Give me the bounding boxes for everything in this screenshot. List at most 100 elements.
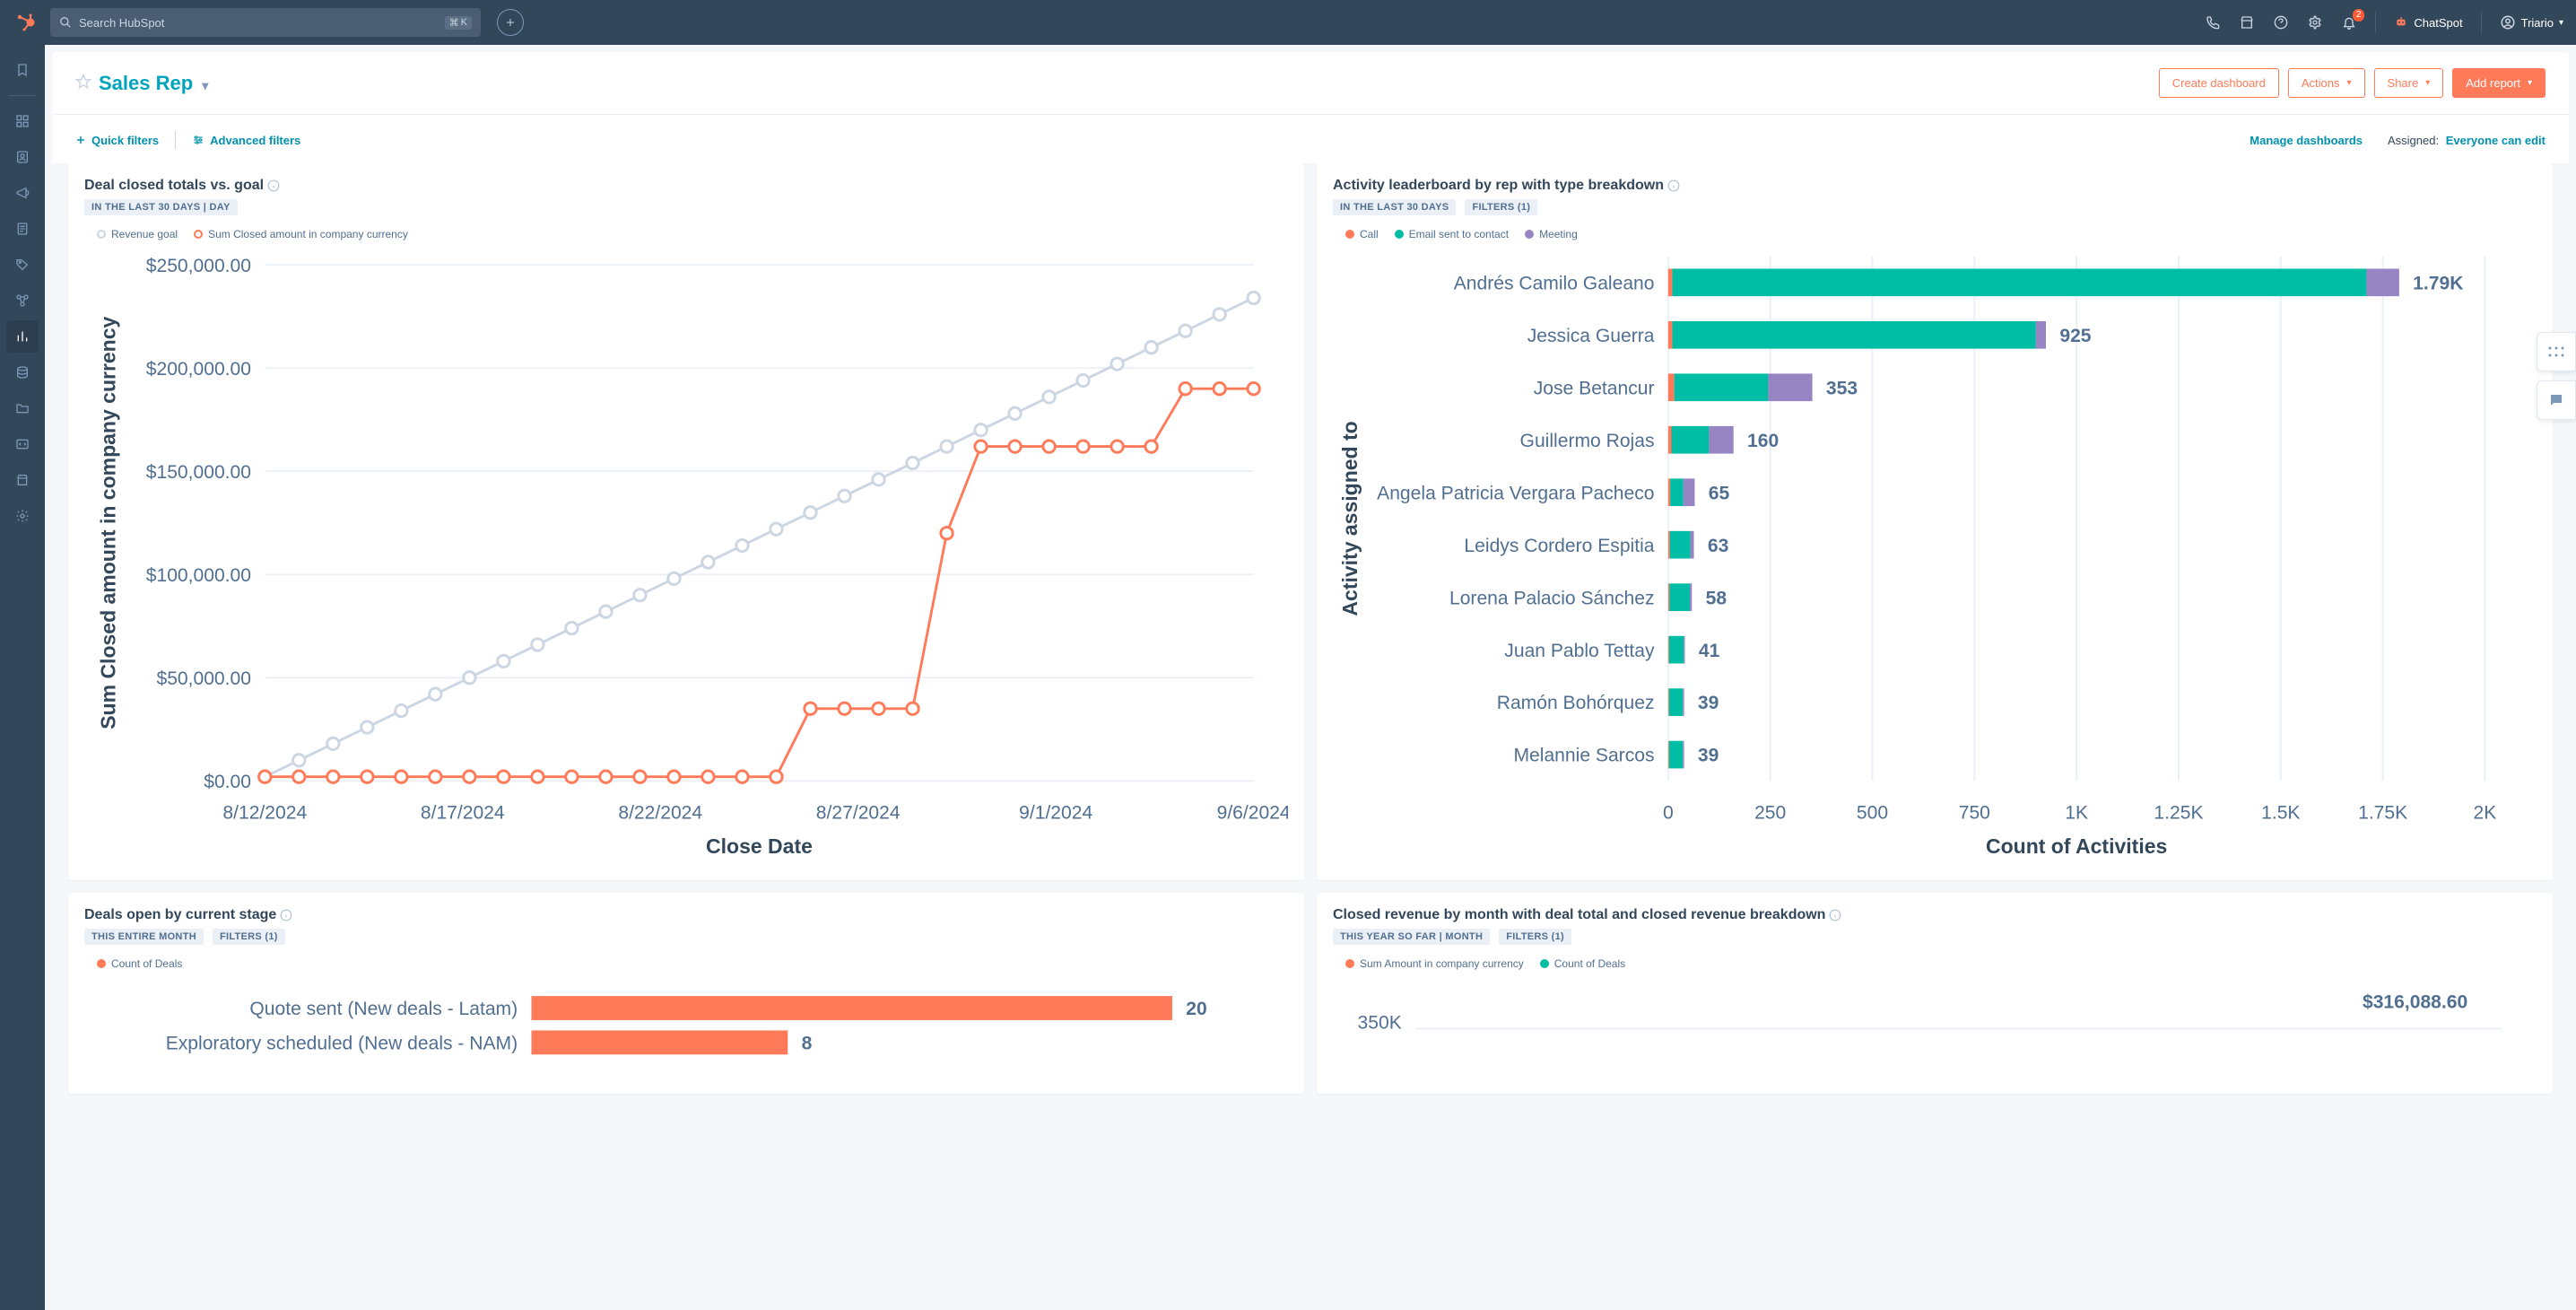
share-button[interactable]: Share xyxy=(2374,68,2444,98)
search-box[interactable]: ⌘K xyxy=(50,8,481,37)
svg-text:Angela Patricia Vergara Pachec: Angela Patricia Vergara Pacheco xyxy=(1377,483,1654,503)
store-icon xyxy=(15,473,30,487)
info-icon[interactable] xyxy=(1829,909,1841,921)
legend-marker-icon xyxy=(194,230,203,239)
svg-text:353: 353 xyxy=(1826,378,1858,398)
main-content: Sales Rep ▾ Create dashboard Actions Sha… xyxy=(45,45,2576,1310)
svg-text:Jose Betancur: Jose Betancur xyxy=(1534,378,1655,398)
nav-shop[interactable] xyxy=(6,464,39,496)
card-title: Closed revenue by month with deal total … xyxy=(1333,907,2537,923)
info-icon[interactable] xyxy=(267,179,280,192)
advanced-filters-link[interactable]: Advanced filters xyxy=(192,134,300,147)
svg-text:1.25K: 1.25K xyxy=(2154,802,2203,823)
nav-settings[interactable] xyxy=(6,500,39,532)
svg-text:925: 925 xyxy=(2059,326,2091,346)
search-input[interactable] xyxy=(79,16,438,30)
svg-text:65: 65 xyxy=(1709,483,1730,503)
chatspot-link[interactable]: ChatSpot xyxy=(2394,15,2462,30)
chart-legend: Call Email sent to contact Meeting xyxy=(1345,228,2537,240)
svg-text:1.75K: 1.75K xyxy=(2358,802,2407,823)
svg-text:8/22/2024: 8/22/2024 xyxy=(618,802,702,823)
filter-pill[interactable]: FILTERS (1) xyxy=(213,929,285,945)
phone-icon[interactable] xyxy=(2205,14,2221,31)
org-icon xyxy=(2500,14,2516,31)
assigned-value-link[interactable]: Everyone can edit xyxy=(2446,134,2546,147)
filter-pill[interactable]: THIS ENTIRE MONTH xyxy=(84,929,204,945)
grid-icon xyxy=(15,114,30,128)
assigned-block: Assigned: Everyone can edit xyxy=(2388,134,2546,147)
add-report-button[interactable]: Add report xyxy=(2452,68,2546,98)
marketplace-icon[interactable] xyxy=(2239,14,2255,31)
contact-icon xyxy=(15,150,30,164)
svg-text:Lorena Palacio Sánchez: Lorena Palacio Sánchez xyxy=(1449,588,1655,608)
nav-contacts[interactable] xyxy=(6,141,39,173)
info-icon[interactable] xyxy=(280,909,292,921)
legend-marker-icon xyxy=(1525,230,1534,239)
nav-apps[interactable] xyxy=(6,105,39,137)
svg-text:1K: 1K xyxy=(2065,802,2088,823)
create-dashboard-button[interactable]: Create dashboard xyxy=(2159,68,2279,98)
floating-chat[interactable] xyxy=(2537,380,2576,420)
drag-icon xyxy=(2548,346,2564,357)
nav-marketing[interactable] xyxy=(6,177,39,209)
account-menu[interactable]: Triario ▾ xyxy=(2500,14,2563,31)
favorite-star-icon[interactable] xyxy=(75,74,91,92)
chart-legend: Count of Deals xyxy=(97,957,1288,970)
assigned-label: Assigned: xyxy=(2388,134,2439,147)
help-icon[interactable] xyxy=(2273,14,2289,31)
floating-grid-handle[interactable] xyxy=(2537,332,2576,371)
svg-text:8/12/2024: 8/12/2024 xyxy=(222,802,307,823)
database-icon xyxy=(15,365,30,380)
line-chart: $0.00$50,000.00$100,000.00$150,000.00$20… xyxy=(84,248,1288,867)
filter-pill[interactable]: FILTERS (1) xyxy=(1499,929,1571,945)
floating-tabs xyxy=(2537,332,2576,420)
svg-text:Activity assigned to: Activity assigned to xyxy=(1338,421,1362,616)
filter-pill[interactable]: IN THE LAST 30 DAYS | DAY xyxy=(84,199,238,215)
chart-legend: Sum Amount in company currency Count of … xyxy=(1345,957,2537,970)
actions-button[interactable]: Actions xyxy=(2288,68,2365,98)
legend-marker-icon xyxy=(1395,230,1404,239)
svg-text:$200,000.00: $200,000.00 xyxy=(146,359,251,380)
manage-dashboards-link[interactable]: Manage dashboards xyxy=(2250,134,2363,147)
nav-reports[interactable] xyxy=(6,320,39,353)
svg-text:9/1/2024: 9/1/2024 xyxy=(1019,802,1092,823)
svg-text:8: 8 xyxy=(802,1034,813,1054)
settings-icon[interactable] xyxy=(2307,14,2323,31)
card-deals-open: Deals open by current stage THIS ENTIRE … xyxy=(68,893,1304,1094)
filter-pill[interactable]: IN THE LAST 30 DAYS xyxy=(1333,199,1456,215)
bookmark-icon xyxy=(15,63,30,77)
nav-automation[interactable] xyxy=(6,284,39,317)
svg-text:0: 0 xyxy=(1663,802,1674,823)
svg-text:$50,000.00: $50,000.00 xyxy=(156,668,250,689)
legend-marker-icon xyxy=(1540,959,1549,968)
account-label: Triario xyxy=(2521,16,2554,30)
nav-commerce[interactable] xyxy=(6,249,39,281)
svg-text:Andrés Camilo Galeano: Andrés Camilo Galeano xyxy=(1454,273,1655,293)
svg-text:$150,000.00: $150,000.00 xyxy=(146,462,251,483)
svg-text:$100,000.00: $100,000.00 xyxy=(146,565,251,586)
info-icon[interactable] xyxy=(1667,179,1680,192)
svg-text:$250,000.00: $250,000.00 xyxy=(146,256,251,276)
legend-marker-icon xyxy=(97,230,106,239)
filter-pill[interactable]: FILTERS (1) xyxy=(1465,199,1537,215)
filter-pill[interactable]: THIS YEAR SO FAR | MONTH xyxy=(1333,929,1490,945)
document-icon xyxy=(15,222,30,236)
nav-library[interactable] xyxy=(6,392,39,424)
notifications-icon[interactable]: 2 xyxy=(2341,14,2357,31)
nav-dev[interactable] xyxy=(6,428,39,460)
nav-data[interactable] xyxy=(6,356,39,389)
add-button[interactable] xyxy=(497,9,524,36)
chatspot-label: ChatSpot xyxy=(2414,16,2462,30)
hubspot-logo-icon[interactable] xyxy=(13,10,38,35)
code-icon xyxy=(15,437,30,451)
filter-toolbar: Quick filters Advanced filters Manage da… xyxy=(52,114,2569,163)
svg-text:Ramón Bohórquez: Ramón Bohórquez xyxy=(1497,693,1655,713)
notification-badge: 2 xyxy=(2353,9,2365,22)
megaphone-icon xyxy=(15,186,30,200)
page-title[interactable]: Sales Rep ▾ xyxy=(99,72,208,95)
quick-filters-link[interactable]: Quick filters xyxy=(75,134,159,147)
nav-content[interactable] xyxy=(6,213,39,245)
nav-bookmarks[interactable] xyxy=(6,54,39,86)
svg-text:Sum Closed amount in company c: Sum Closed amount in company currency xyxy=(97,316,120,729)
sliders-icon xyxy=(192,134,205,146)
